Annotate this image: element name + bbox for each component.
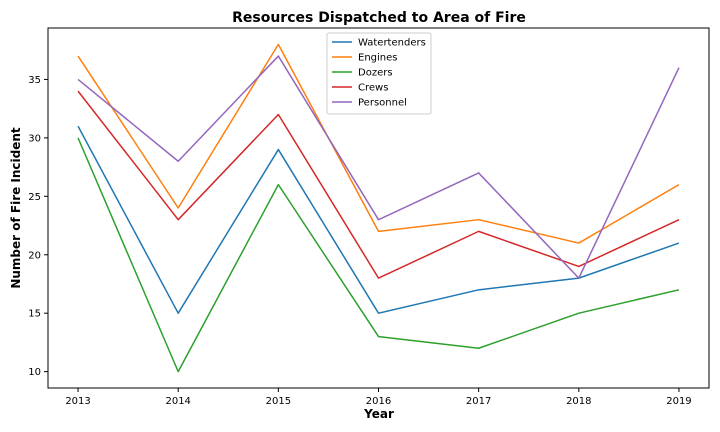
x-tick-label: 2014 <box>165 396 190 407</box>
x-axis-label: Year <box>363 407 394 421</box>
legend-label: Crews <box>358 83 388 94</box>
series-line-crews <box>77 90 680 279</box>
x-tick-label: 2019 <box>666 396 691 407</box>
x-tick-label: 2013 <box>65 396 90 407</box>
x-tick-label: 2017 <box>466 396 491 407</box>
y-tick-label: 15 <box>28 309 41 320</box>
legend-label: Watertenders <box>358 38 426 49</box>
y-tick-label: 10 <box>28 367 41 378</box>
y-tick-label: 25 <box>28 192 41 203</box>
y-tick-label: 20 <box>28 250 41 261</box>
x-tick-label: 2015 <box>266 396 291 407</box>
legend-label: Engines <box>358 53 397 64</box>
legend-label: Personnel <box>358 98 407 109</box>
legend-box <box>326 32 432 115</box>
y-axis: 10 15 20 25 30 35 <box>28 75 48 378</box>
y-tick-label: 35 <box>28 75 41 86</box>
y-tick-label: 30 <box>28 133 41 144</box>
chart-title: Resources Dispatched to Area of Fire <box>232 10 526 26</box>
series-line-engines <box>77 43 680 244</box>
series-line-dozers <box>77 137 680 373</box>
series-line-personnel <box>77 55 680 279</box>
x-tick-label: 2018 <box>566 396 591 407</box>
x-axis: 2013 2014 2015 2016 2017 2018 2019 <box>65 388 692 407</box>
x-tick-label: 2016 <box>366 396 391 407</box>
plot-area: 2013 2014 2015 2016 2017 2018 2019 10 15 20 25 30 3… <box>28 27 710 407</box>
legend-label: Dozers <box>358 68 393 79</box>
series-lines <box>77 43 680 373</box>
legend: Watertenders Engines Dozers Crews Personnel <box>326 32 432 115</box>
y-axis-label: Number of Fire Incident <box>9 127 23 289</box>
